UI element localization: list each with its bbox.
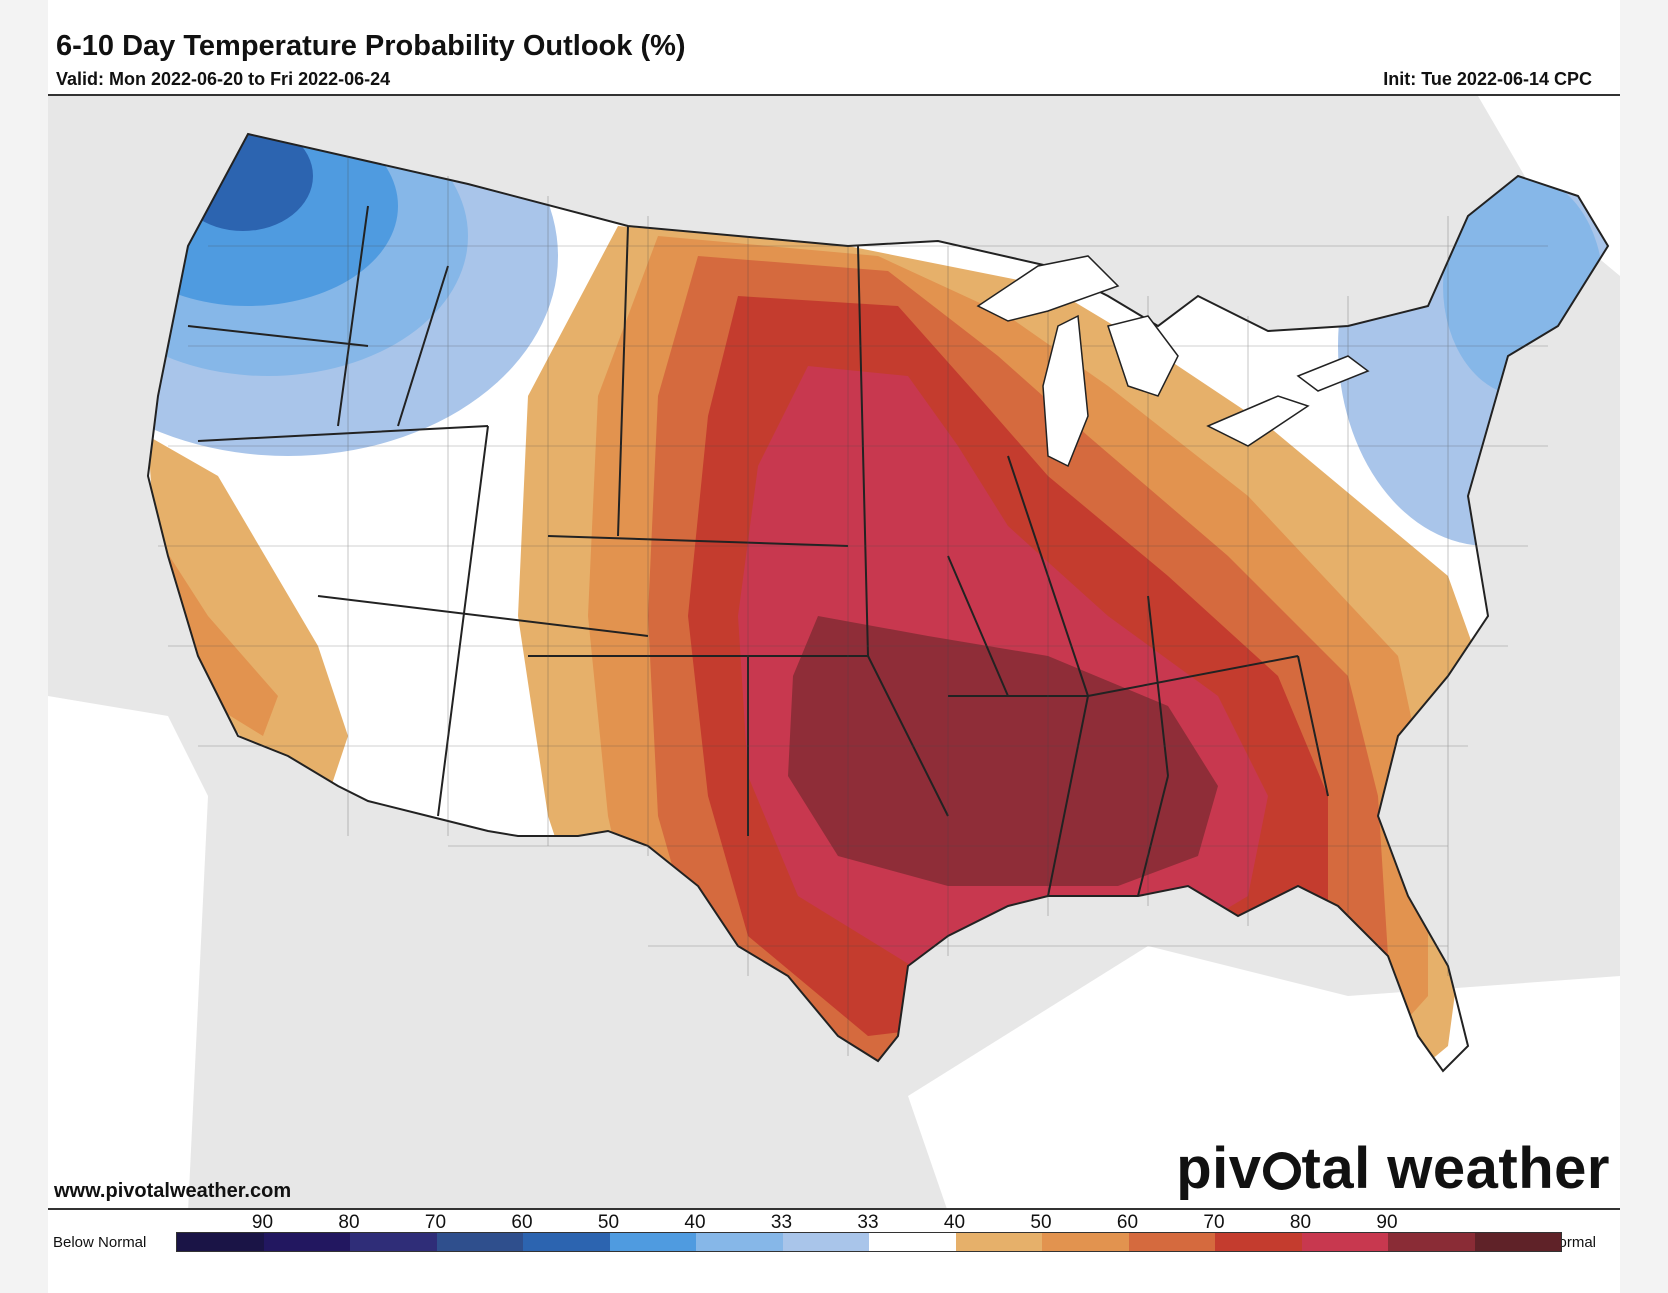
gear-icon xyxy=(1262,1152,1301,1190)
color-swatch xyxy=(177,1233,264,1251)
color-swatch xyxy=(350,1233,437,1251)
scale-tick-label: 40 xyxy=(684,1212,706,1233)
color-swatch xyxy=(436,1233,523,1251)
color-swatch xyxy=(1301,1233,1388,1251)
scale-tick-label: 33 xyxy=(857,1212,879,1233)
scale-tick-label: 70 xyxy=(424,1212,447,1233)
pivotal-weather-logo: piv tal weather xyxy=(1176,1136,1610,1201)
scale-tick-label: 33 xyxy=(770,1212,793,1233)
scale-tick-label: 50 xyxy=(1030,1212,1052,1233)
outlook-panel: 6-10 Day Temperature Probability Outlook… xyxy=(48,0,1620,1293)
color-swatch xyxy=(955,1233,1042,1251)
scale-tick-label: 50 xyxy=(597,1212,620,1233)
map-title: 6-10 Day Temperature Probability Outlook… xyxy=(56,30,686,62)
color-swatch xyxy=(869,1233,956,1251)
color-swatch xyxy=(782,1233,869,1251)
valid-period: Valid: Mon 2022-06-20 to Fri 2022-06-24 xyxy=(56,69,391,89)
scale-tick-label: 60 xyxy=(1116,1212,1139,1233)
color-swatch xyxy=(1388,1233,1475,1251)
color-swatch xyxy=(523,1233,610,1251)
scale-tick-label: 80 xyxy=(1289,1212,1312,1233)
outlook-map[interactable] xyxy=(48,94,1620,1210)
scale-tick-label: 80 xyxy=(338,1212,360,1233)
color-swatch xyxy=(1042,1233,1129,1251)
scale-tick-label: 90 xyxy=(251,1212,274,1233)
color-swatch xyxy=(1128,1233,1215,1251)
color-swatch xyxy=(609,1233,696,1251)
init-time: Init: Tue 2022-06-14 CPC xyxy=(1383,69,1592,89)
source-url[interactable]: www.pivotalweather.com xyxy=(54,1180,292,1202)
color-swatch xyxy=(1215,1233,1302,1251)
color-swatch xyxy=(1474,1233,1561,1251)
color-scale xyxy=(176,1232,1562,1252)
color-swatch xyxy=(696,1233,783,1251)
below-normal-label: Below Normal xyxy=(53,1234,147,1251)
scale-tick-label: 60 xyxy=(511,1212,533,1233)
scale-tick-label: 40 xyxy=(943,1212,966,1233)
scale-tick-label: 70 xyxy=(1203,1212,1225,1233)
scale-tick-label: 90 xyxy=(1376,1212,1398,1233)
color-swatch xyxy=(263,1233,350,1251)
